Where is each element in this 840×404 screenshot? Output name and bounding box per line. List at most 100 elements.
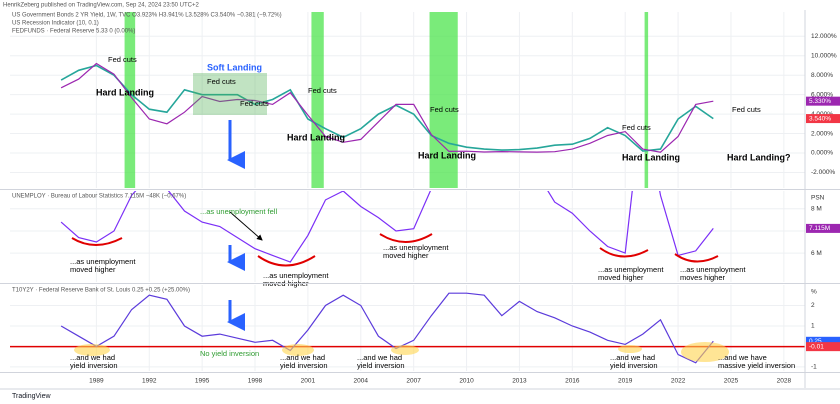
price-label-box [806, 223, 840, 233]
highlight [74, 344, 110, 356]
annotation: ...and we had [610, 353, 655, 362]
annotation: yield inversion [610, 361, 658, 370]
x-tick-label: 2028 [777, 378, 792, 385]
recession-band [429, 12, 458, 188]
annotation: ...as unemployment [383, 243, 449, 252]
annotation: Fed cuts [240, 99, 269, 108]
annotation: ...and we have [718, 353, 767, 362]
curve [599, 247, 649, 258]
annotation: ...and we had [280, 353, 325, 362]
highlight [282, 344, 314, 356]
publisher: HenrikZeberg published on TradingView.co… [3, 3, 200, 9]
price-label: -0.01 [809, 343, 824, 350]
pane [10, 12, 805, 188]
layers [10, 12, 805, 371]
annotation: Fed cuts [430, 105, 459, 114]
x-tick-label: 2001 [301, 378, 316, 385]
annotation: Hard Landing [622, 152, 680, 162]
annotation: Soft Landing [207, 62, 262, 72]
x-tick-label: 2019 [618, 378, 633, 385]
price-label-box [806, 96, 840, 106]
annotation: Hard Landing [96, 87, 154, 97]
legend-entry: US Government Bonds 2 YR Yield, 1W, TVC … [12, 13, 282, 19]
annotation: Hard Landing? [727, 152, 791, 162]
highlight [391, 345, 419, 355]
annotation: Fed cuts [207, 77, 236, 86]
y-tick-label: 6.000% [811, 91, 833, 98]
x-tick-label: 1998 [248, 378, 263, 385]
annotation: moved higher [383, 251, 429, 260]
curve [257, 255, 316, 267]
x-tick-label: 2025 [724, 378, 739, 385]
legend-entry: FEDFUNDS · Federal Reserve 5.33 0 (0.00%… [12, 29, 135, 35]
y-tick-label: 2 [811, 302, 815, 309]
annotation: ...as unemployment [680, 265, 746, 274]
highlights [74, 342, 729, 362]
annotation: Hard Landing [287, 132, 345, 142]
series-line [60, 64, 714, 152]
axis-unit: PSN [811, 195, 825, 202]
annotation: moved higher [70, 265, 116, 274]
price-label-box [806, 114, 840, 124]
annotation: Fed cuts [732, 105, 761, 114]
annotation: Fed cuts [622, 123, 651, 132]
soft-landing-box [193, 73, 267, 115]
legend-entry: US Recession Indicator (10, 0.1) [12, 21, 99, 27]
brand: TradingView [12, 393, 51, 400]
y-tick-label: -2.000% [811, 169, 835, 176]
annotation: Hard Landing [418, 150, 476, 160]
x-tick-label: 2004 [354, 378, 369, 385]
annotation: ...as unemployment [263, 271, 329, 280]
y-tick-label: 10.000% [811, 52, 837, 59]
x-tick-label: 2022 [671, 378, 686, 385]
x-tick-label: 2013 [512, 378, 527, 385]
recession-band [644, 12, 649, 188]
y-tick-label: 8 M [811, 205, 822, 212]
y-tick-label: -1 [811, 364, 817, 371]
legend-entry: UNEMPLOY · Bureau of Labour Statistics 7… [12, 194, 186, 200]
price-label-box [806, 336, 840, 346]
x-tick-label: 1989 [89, 378, 104, 385]
annotation: ...and we had [357, 353, 402, 362]
annotation: moved higher [598, 273, 644, 282]
highlight [618, 345, 642, 353]
annotation: ...as unemployment fell [200, 207, 277, 216]
price-label: 5.330% [809, 98, 831, 105]
x-tick-label: 2010 [459, 378, 474, 385]
recession-band [311, 12, 324, 188]
highlight [681, 342, 729, 362]
series-line [60, 191, 714, 263]
annotation: Fed cuts [308, 86, 337, 95]
arrow [229, 211, 263, 241]
curve [674, 253, 719, 263]
y-tick-label: 0.000% [811, 150, 833, 157]
price-label: 0.25 [809, 338, 822, 345]
series-line [60, 62, 714, 153]
curve [71, 237, 123, 246]
price-label: 7.115M [809, 225, 830, 232]
annotation: ...as unemployment [598, 265, 664, 274]
annotation: yield inversion [70, 361, 118, 370]
x-tick-label: 1995 [195, 378, 210, 385]
annotation: moves higher [680, 273, 726, 282]
series-line [60, 292, 714, 364]
x-tick-label: 2007 [406, 378, 421, 385]
annotation: ...as unemployment [70, 257, 136, 266]
curve [379, 233, 433, 243]
y-tick-label: 8.000% [811, 72, 833, 79]
x-tick-label: 1992 [142, 378, 157, 385]
y-tick-label: 2.000% [811, 130, 833, 137]
price-label-box [806, 342, 840, 352]
recession-band [124, 12, 136, 188]
annotation: Fed cuts [108, 55, 137, 64]
axis-unit: % [811, 289, 817, 296]
annotation: yield inversion [357, 361, 405, 370]
annotation: ...and we had [70, 353, 115, 362]
y-tick-label: 1 [811, 323, 815, 330]
price-label: 3.540% [809, 115, 831, 122]
legend-entry: T10Y2Y · Federal Reserve Bank of St. Lou… [12, 288, 190, 294]
annotation: No yield inversion [200, 349, 259, 358]
annotation: yield inversion [280, 361, 328, 370]
